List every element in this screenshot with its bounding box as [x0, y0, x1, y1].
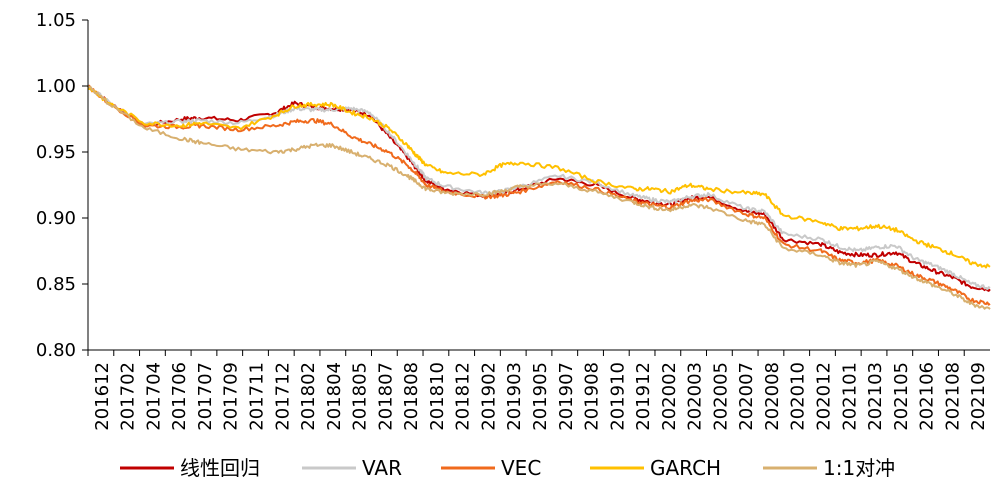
- y-tick-label: 0.80: [36, 340, 76, 361]
- x-tick-label: 201804: [324, 362, 345, 431]
- x-tick-label: 202108: [942, 362, 963, 431]
- x-tick-label: 201704: [143, 362, 164, 431]
- series-line: [87, 85, 991, 292]
- x-tick-label: 202010: [788, 362, 809, 431]
- x-tick-label: 201907: [556, 362, 577, 431]
- x-tick-label: 202106: [917, 362, 938, 431]
- y-tick-label: 1.00: [36, 76, 76, 97]
- x-tick-label: 201807: [375, 362, 396, 431]
- plot-lines: [87, 84, 991, 310]
- x-tick-label: 201902: [478, 362, 499, 431]
- x-tick-label: 201709: [221, 362, 242, 431]
- legend: 线性回归 VAR VEC GARCH 1:1对冲: [120, 456, 895, 480]
- x-tick-label: 201910: [607, 362, 628, 431]
- y-tick-label: 0.85: [36, 274, 76, 295]
- x-tick-label: 201905: [530, 362, 551, 431]
- x-tick-label: 201802: [298, 362, 319, 431]
- x-tick-label: 202005: [710, 362, 731, 431]
- x-tick-label: 201702: [118, 362, 139, 431]
- x-axis-ticks: 201612 201702 201704 201706 201707 201709 2017…: [87, 350, 989, 431]
- legend-label: 线性回归: [180, 456, 260, 480]
- x-tick-label: 201912: [633, 362, 654, 431]
- y-axis-ticks: 0.80 0.85 0.90 0.95 1.00 1.05: [36, 10, 88, 361]
- x-tick-label: 202101: [839, 362, 860, 431]
- x-tick-label: 201706: [169, 362, 190, 431]
- x-tick-label: 202008: [762, 362, 783, 431]
- series-line: [87, 84, 991, 306]
- x-tick-label: 202002: [659, 362, 680, 431]
- y-tick-label: 1.05: [36, 10, 76, 31]
- x-tick-label: 201908: [582, 362, 603, 431]
- x-tick-label: 201903: [504, 362, 525, 431]
- x-tick-label: 201711: [247, 362, 268, 431]
- legend-label: VEC: [501, 456, 541, 480]
- y-tick-label: 0.90: [36, 208, 76, 229]
- x-tick-label: 202003: [685, 362, 706, 431]
- x-tick-label: 201712: [272, 362, 293, 431]
- series-line: [87, 85, 991, 269]
- legend-label: GARCH: [650, 456, 721, 480]
- series-line: [87, 85, 991, 291]
- x-tick-label: 202105: [891, 362, 912, 431]
- series-line: [87, 85, 991, 310]
- x-tick-label: 201808: [401, 362, 422, 431]
- x-tick-label: 201812: [453, 362, 474, 431]
- x-tick-label: 202007: [736, 362, 757, 431]
- legend-label: 1:1对冲: [823, 456, 895, 480]
- x-tick-label: 201707: [195, 362, 216, 431]
- x-tick-label: 201612: [92, 362, 113, 431]
- y-tick-label: 0.95: [36, 142, 76, 163]
- x-tick-label: 202109: [968, 362, 989, 431]
- x-tick-label: 201810: [427, 362, 448, 431]
- x-tick-label: 202103: [865, 362, 886, 431]
- x-tick-label: 201805: [350, 362, 371, 431]
- legend-label: VAR: [362, 456, 402, 480]
- x-tick-label: 202012: [813, 362, 834, 431]
